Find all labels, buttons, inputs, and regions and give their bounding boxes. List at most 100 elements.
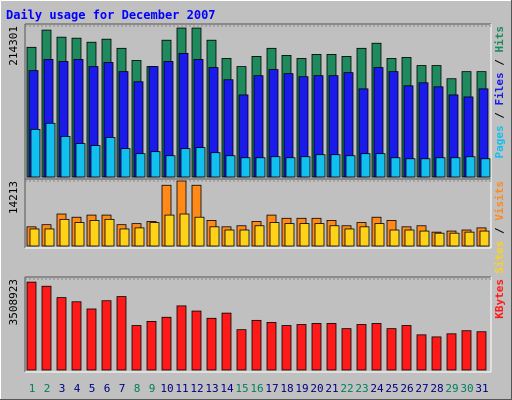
bar (75, 143, 86, 178)
bar (404, 229, 415, 247)
bar (479, 230, 490, 247)
bar (464, 231, 475, 247)
x-tick-label: 5 (89, 382, 96, 395)
legend-entry: Sites (493, 241, 506, 274)
y-tick-label: 214301 (7, 26, 20, 66)
bar (164, 214, 175, 247)
x-tick-label: 18 (280, 382, 293, 395)
bar (194, 216, 205, 247)
bar (104, 218, 115, 247)
bar (131, 325, 142, 371)
bar (120, 148, 131, 178)
bar (119, 228, 130, 247)
bar (330, 154, 341, 178)
bar (71, 301, 82, 371)
bar (134, 227, 145, 247)
legend-entry: Pages (493, 125, 506, 158)
bar (206, 317, 217, 371)
bar (299, 223, 310, 247)
bar (465, 156, 476, 178)
x-tick-label: 13 (205, 382, 218, 395)
legend-entry: Visits (493, 181, 506, 221)
bar (329, 225, 340, 247)
legend: KBytes (493, 279, 506, 319)
x-tick-label: 1 (29, 382, 36, 395)
bar (86, 308, 97, 371)
bar (296, 324, 307, 371)
bar (161, 316, 172, 371)
legend-entry: KBytes (493, 279, 506, 319)
chart-title: Daily usage for December 2007 (6, 8, 216, 22)
bar (360, 153, 371, 178)
bar (251, 319, 262, 371)
bar (41, 285, 52, 371)
bar (405, 158, 416, 178)
x-tick-label: 11 (175, 382, 188, 395)
bar (476, 331, 487, 371)
bar (371, 323, 382, 371)
bar (59, 218, 70, 247)
x-tick-label: 7 (119, 382, 126, 395)
bar (224, 229, 235, 247)
bar (434, 232, 445, 247)
bar (149, 222, 160, 247)
x-tick-label: 6 (104, 382, 111, 395)
bar (284, 223, 295, 247)
x-tick-label: 24 (370, 382, 384, 395)
bar (191, 310, 202, 371)
x-tick-label: 23 (355, 382, 368, 395)
bar (344, 228, 355, 247)
legend: Sites / Visits (493, 181, 506, 274)
x-tick-label: 2 (44, 382, 51, 395)
bar (390, 157, 401, 178)
bar (210, 152, 221, 178)
x-tick-label: 29 (445, 382, 458, 395)
x-tick-label: 12 (190, 382, 203, 395)
bar (105, 137, 116, 178)
bar (29, 228, 40, 247)
x-tick-label: 4 (74, 382, 81, 395)
x-tick-label: 15 (235, 382, 248, 395)
bar (266, 322, 277, 371)
bar (356, 324, 367, 371)
y-tick-label: 3508923 (7, 279, 20, 325)
x-tick-label: 31 (475, 382, 488, 395)
bar (416, 334, 427, 371)
bar (341, 328, 352, 371)
bar (401, 325, 412, 371)
bar (374, 223, 385, 247)
bar (311, 323, 322, 371)
bar (431, 336, 442, 371)
x-tick-label: 25 (385, 382, 398, 395)
bar (60, 136, 71, 178)
bar (281, 325, 292, 371)
bar (435, 157, 446, 178)
bar (345, 155, 356, 178)
bar (150, 151, 161, 178)
x-tick-label: 19 (295, 382, 308, 395)
y-tick-label: 14213 (7, 181, 20, 214)
legend: Pages / Files / Hits (493, 26, 506, 159)
x-tick-label: 22 (340, 382, 353, 395)
x-tick-label: 28 (430, 382, 443, 395)
bar (386, 328, 397, 371)
bar (389, 229, 400, 247)
legend-separator: / (493, 106, 506, 126)
legend-entry: Hits (493, 26, 506, 53)
legend-entry: Files (493, 72, 506, 105)
bar (221, 312, 232, 371)
bar (56, 297, 67, 371)
x-tick-label: 3 (59, 382, 66, 395)
bar (269, 222, 280, 247)
bar (375, 153, 386, 178)
x-tick-label: 21 (325, 382, 338, 395)
bar (116, 296, 127, 371)
legend-separator: / (493, 221, 506, 241)
bar (480, 158, 491, 178)
bar (74, 222, 85, 247)
bar (30, 128, 41, 178)
bar (419, 230, 430, 247)
x-tick-label: 16 (250, 382, 263, 395)
bar (239, 229, 250, 247)
